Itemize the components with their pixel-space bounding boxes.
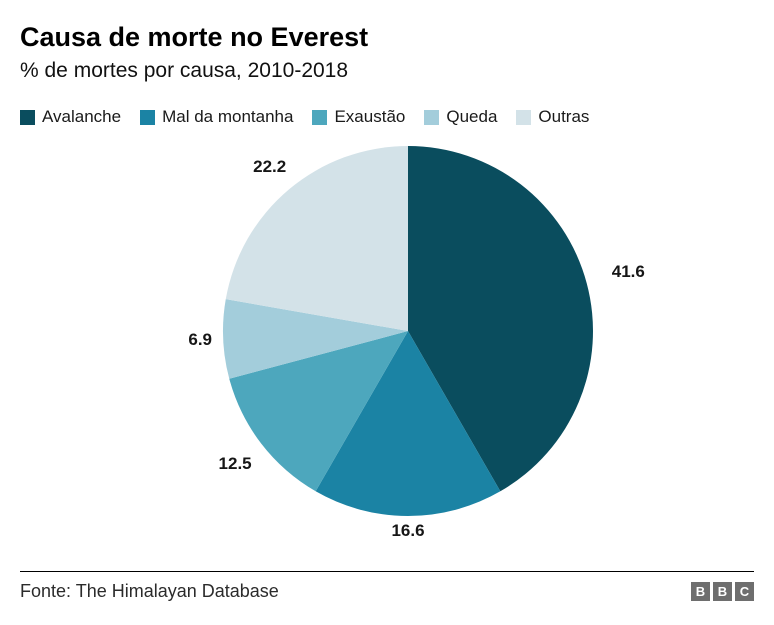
value-label-outras: 22.2 [253, 156, 287, 176]
legend-item-exaustao: Exaustão [312, 107, 405, 127]
legend-swatch-icon [20, 109, 35, 125]
legend-label: Queda [446, 107, 498, 127]
pie-chart [223, 146, 593, 517]
bbc-logo-letter: C [735, 582, 754, 602]
legend-item-queda: Queda [424, 107, 497, 127]
legend-label: Mal da montanha [162, 107, 294, 127]
pie-slice-mal-da-montanha [315, 331, 501, 517]
bbc-logo-letter: B [713, 582, 732, 602]
legend-item-outras: Outras [516, 107, 589, 127]
value-label-avalanche: 41.6 [611, 262, 645, 282]
pie-slice-exaustao [229, 331, 408, 492]
legend-swatch-icon [516, 109, 532, 125]
legend-item-avalanche: Avalanche [20, 107, 121, 127]
pie-chart-area: 41.6 16.6 12.5 6.9 22.2 [20, 141, 754, 561]
chart-title: Causa de morte no Everest [20, 22, 369, 52]
value-labels-layer: 41.6 16.6 12.5 6.9 22.2 [20, 141, 754, 561]
pie-slice-queda [223, 299, 408, 379]
legend-item-mal-da-montanha: Mal da montanha [140, 107, 293, 127]
pie-slice-avalanche [408, 146, 593, 492]
value-label-mal-da-montanha: 16.6 [391, 521, 425, 541]
source-text: Fonte: The Himalayan Database [20, 581, 279, 602]
legend-swatch-icon [140, 109, 156, 125]
legend-label: Avalanche [42, 107, 122, 127]
legend-label: Outras [538, 107, 590, 127]
value-label-exaustao: 12.5 [218, 453, 252, 473]
pie-slice-outras [225, 146, 408, 332]
legend-swatch-icon [312, 109, 328, 125]
legend-swatch-icon [424, 109, 440, 125]
chart-subtitle: % de mortes por causa, 2010-2018 [20, 59, 349, 83]
value-label-queda: 6.9 [188, 330, 213, 350]
legend-label: Exaustão [334, 107, 406, 127]
legend: Avalanche Mal da montanha Exaustão Queda Out… [20, 107, 754, 127]
bbc-logo-letter: B [691, 582, 710, 602]
